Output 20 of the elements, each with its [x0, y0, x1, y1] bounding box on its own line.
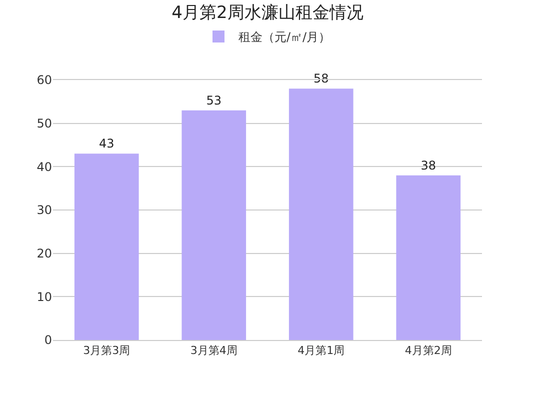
x-tick-label: 4月第2周	[404, 344, 452, 358]
y-tick-label: 20	[36, 246, 52, 261]
x-tick-label: 3月第3周	[83, 344, 130, 358]
bar	[182, 110, 246, 340]
data-label: 38	[420, 158, 436, 172]
y-tick-label: 50	[36, 116, 52, 131]
x-tick-label: 3月第4周	[190, 344, 238, 358]
y-tick-label: 60	[36, 73, 52, 88]
x-tick-label: 4月第1周	[298, 344, 345, 358]
bar	[74, 154, 139, 340]
chart-title: 4月第2周水濂山租金情况	[172, 2, 364, 23]
data-label: 53	[206, 93, 222, 108]
y-tick-label: 40	[36, 160, 52, 174]
y-tick-label: 30	[36, 203, 52, 218]
legend-label: 租金（元/㎡/月）	[238, 30, 331, 44]
bar	[288, 88, 354, 340]
data-label: 43	[98, 136, 114, 151]
bar	[396, 175, 461, 340]
y-tick-label: 10	[36, 290, 52, 304]
y-tick-label: 0	[44, 333, 52, 348]
